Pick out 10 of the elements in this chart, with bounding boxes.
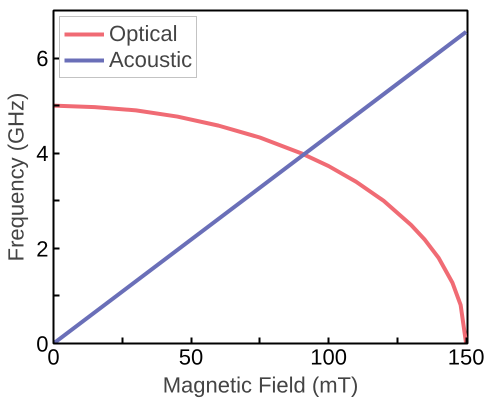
x-tick-label: 150 xyxy=(448,344,484,370)
x-axis-title: Magnetic Field (mT) xyxy=(162,372,358,398)
y-tick-label: 6 xyxy=(36,46,49,72)
x-tick-label: 50 xyxy=(178,344,204,370)
legend-label: Optical xyxy=(109,21,178,47)
y-axis-title: Frequency (GHz) xyxy=(3,92,28,262)
y-tick-label: 2 xyxy=(36,236,49,262)
legend-label: Acoustic xyxy=(109,47,192,73)
x-tick-label: 100 xyxy=(310,344,347,370)
y-tick-label: 4 xyxy=(36,141,49,166)
